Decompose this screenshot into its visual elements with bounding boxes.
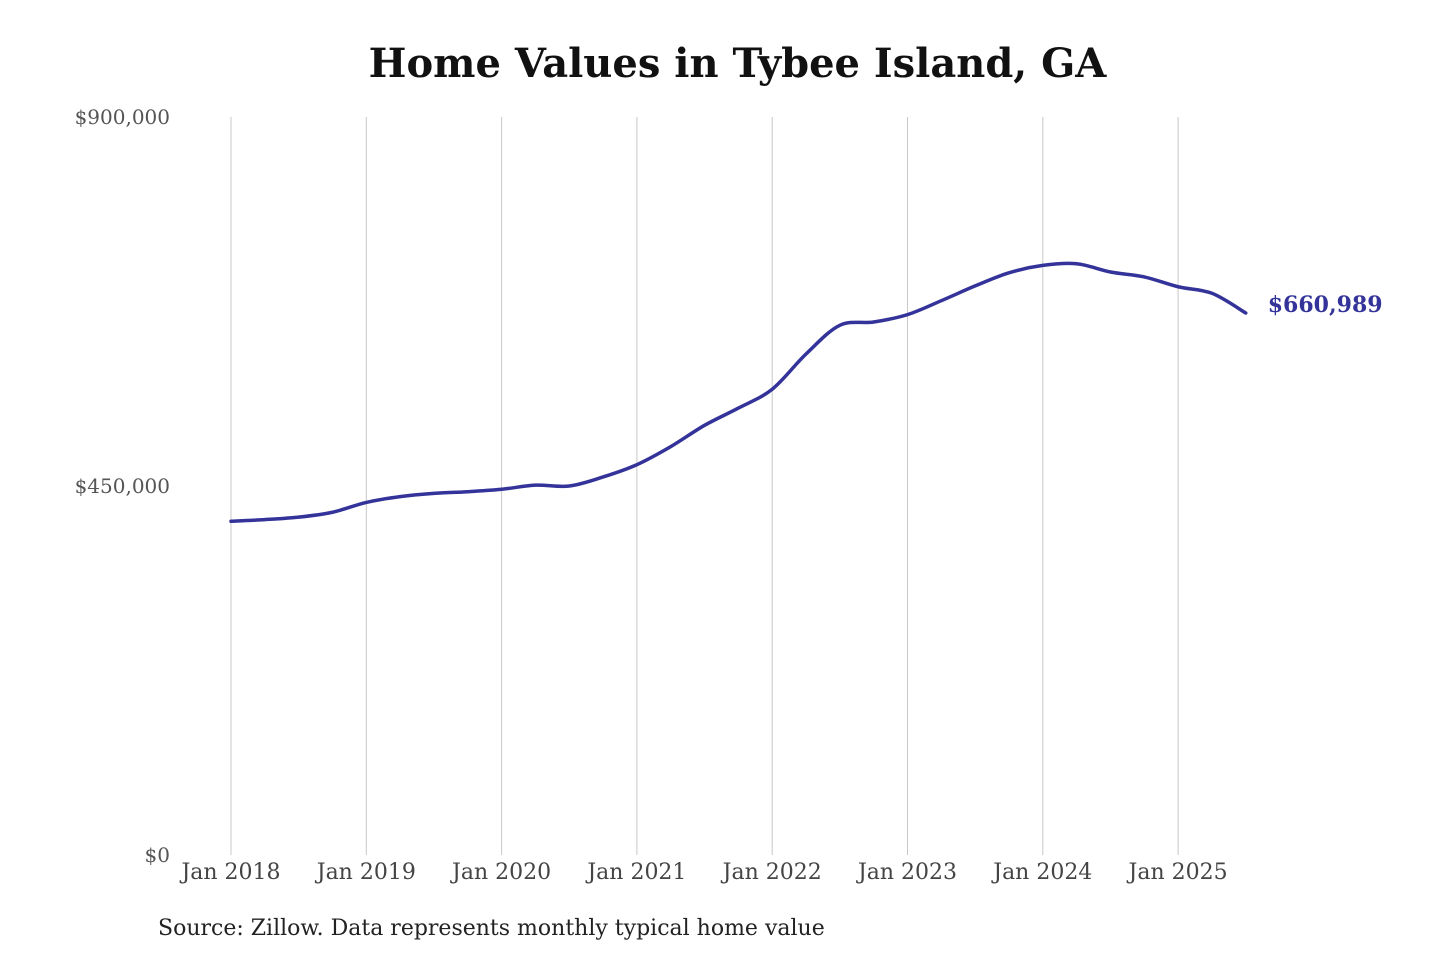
chart-title: Home Values in Tybee Island, GA — [368, 40, 1107, 87]
x-tick-label: Jan 2019 — [315, 860, 416, 885]
source-note: Source: Zillow. Data represents monthly … — [158, 916, 825, 941]
x-tick-label: Jan 2025 — [1127, 860, 1228, 885]
series-end-label: $660,989 — [1268, 292, 1383, 318]
y-axis-ticks: $0 $450,000 $900,000 — [75, 105, 170, 867]
x-tick-label: Jan 2023 — [856, 860, 957, 885]
y-tick-label: $450,000 — [75, 474, 170, 498]
gridlines — [230, 117, 1179, 855]
x-tick-label: Jan 2021 — [585, 860, 686, 885]
x-tick-label: Jan 2024 — [991, 860, 1092, 885]
y-tick-label: $0 — [145, 843, 170, 867]
x-axis-ticks: Jan 2018 Jan 2019 Jan 2020 Jan 2021 Jan 2022… — [179, 860, 1227, 885]
series-line — [229, 261, 1248, 524]
y-tick-label: $900,000 — [75, 105, 170, 129]
x-tick-label: Jan 2022 — [721, 860, 822, 885]
x-tick-label: Jan 2018 — [179, 860, 280, 885]
x-tick-label: Jan 2020 — [450, 860, 551, 885]
series-layer: $660,989 — [229, 261, 1383, 524]
